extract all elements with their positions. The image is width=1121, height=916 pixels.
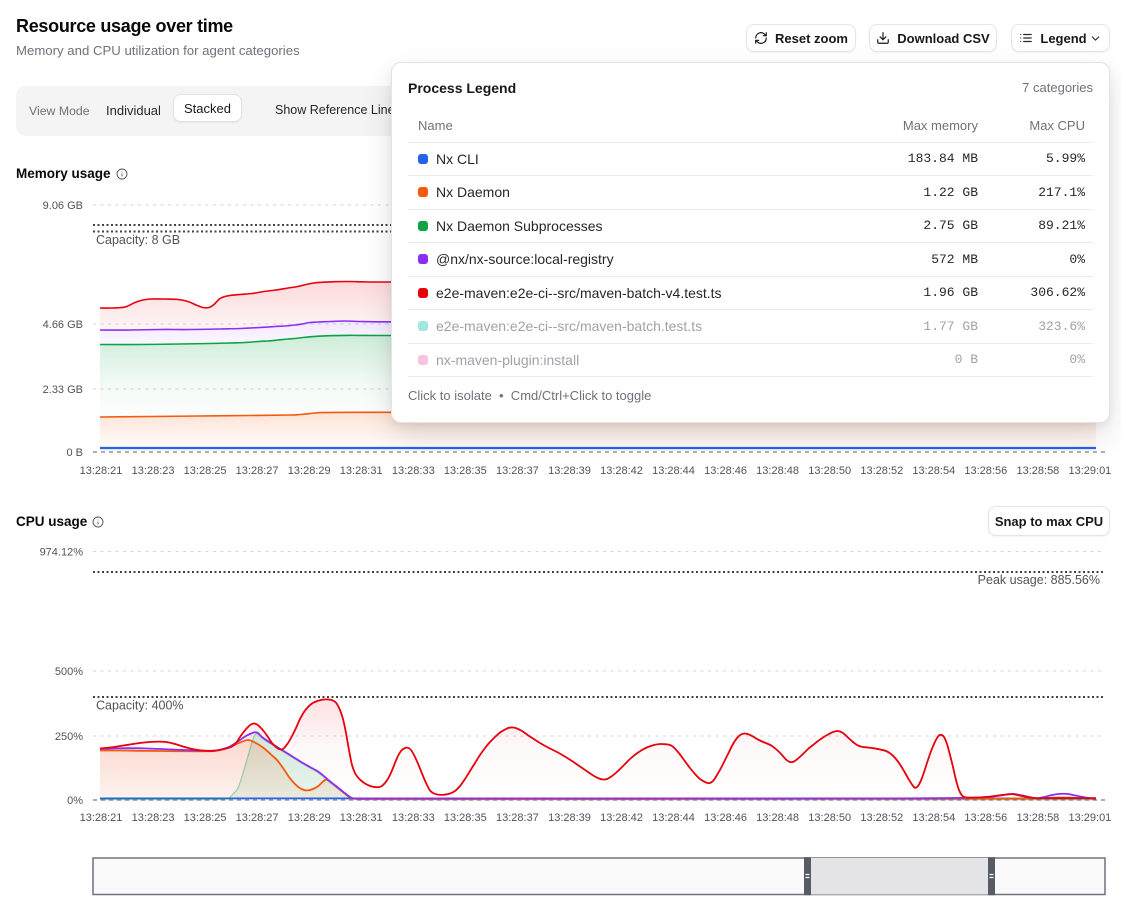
svg-text:13:28:46: 13:28:46 — [704, 812, 747, 824]
svg-text:13:28:50: 13:28:50 — [808, 812, 851, 824]
svg-text:13:28:54: 13:28:54 — [912, 465, 955, 477]
svg-text:13:28:21: 13:28:21 — [80, 465, 123, 477]
svg-text:13:28:42: 13:28:42 — [600, 812, 643, 824]
svg-text:13:28:58: 13:28:58 — [1016, 465, 1059, 477]
svg-text:13:28:35: 13:28:35 — [444, 812, 487, 824]
svg-text:13:28:48: 13:28:48 — [756, 812, 799, 824]
svg-text:13:28:33: 13:28:33 — [392, 465, 435, 477]
svg-text:13:28:37: 13:28:37 — [496, 465, 539, 477]
svg-text:4.66 GB: 4.66 GB — [43, 319, 83, 331]
svg-text:13:28:21: 13:28:21 — [80, 812, 123, 824]
svg-text:13:28:27: 13:28:27 — [236, 812, 279, 824]
svg-text:0 B: 0 B — [66, 447, 83, 459]
svg-text:13:28:48: 13:28:48 — [756, 465, 799, 477]
svg-text:Capacity: 8 GB: Capacity: 8 GB — [96, 233, 180, 247]
svg-text:250%: 250% — [55, 731, 83, 743]
svg-text:500%: 500% — [55, 666, 83, 678]
svg-text:13:28:44: 13:28:44 — [652, 812, 695, 824]
svg-text:974.12%: 974.12% — [40, 547, 84, 559]
svg-text:13:28:37: 13:28:37 — [496, 812, 539, 824]
svg-text:13:28:25: 13:28:25 — [184, 812, 227, 824]
svg-text:13:28:54: 13:28:54 — [912, 812, 955, 824]
svg-text:2.33 GB: 2.33 GB — [43, 384, 83, 396]
svg-text:13:29:01: 13:29:01 — [1068, 465, 1111, 477]
svg-text:0%: 0% — [67, 795, 83, 807]
svg-text:13:28:29: 13:28:29 — [288, 465, 331, 477]
svg-text:13:28:31: 13:28:31 — [340, 465, 383, 477]
svg-text:13:28:50: 13:28:50 — [808, 465, 851, 477]
svg-text:13:28:27: 13:28:27 — [236, 465, 279, 477]
svg-text:13:29:01: 13:29:01 — [1068, 812, 1111, 824]
svg-text:13:28:44: 13:28:44 — [652, 465, 695, 477]
svg-text:13:28:39: 13:28:39 — [548, 812, 591, 824]
svg-text:Capacity: 400%: Capacity: 400% — [96, 699, 184, 713]
svg-text:13:28:56: 13:28:56 — [964, 465, 1007, 477]
svg-text:13:28:52: 13:28:52 — [860, 812, 903, 824]
svg-text:13:28:52: 13:28:52 — [860, 465, 903, 477]
svg-text:13:28:35: 13:28:35 — [444, 465, 487, 477]
svg-text:13:28:31: 13:28:31 — [340, 812, 383, 824]
svg-text:13:28:56: 13:28:56 — [964, 812, 1007, 824]
svg-text:13:28:29: 13:28:29 — [288, 812, 331, 824]
svg-text:13:28:23: 13:28:23 — [132, 812, 175, 824]
svg-text:13:28:42: 13:28:42 — [600, 465, 643, 477]
svg-text:Peak usage: 885.56%: Peak usage: 885.56% — [978, 573, 1100, 587]
svg-text:13:28:46: 13:28:46 — [704, 465, 747, 477]
svg-text:13:28:39: 13:28:39 — [548, 465, 591, 477]
svg-text:13:28:23: 13:28:23 — [132, 465, 175, 477]
svg-text:13:28:58: 13:28:58 — [1016, 812, 1059, 824]
svg-text:9.06 GB: 9.06 GB — [43, 200, 83, 212]
svg-text:13:28:25: 13:28:25 — [184, 465, 227, 477]
svg-text:13:28:33: 13:28:33 — [392, 812, 435, 824]
